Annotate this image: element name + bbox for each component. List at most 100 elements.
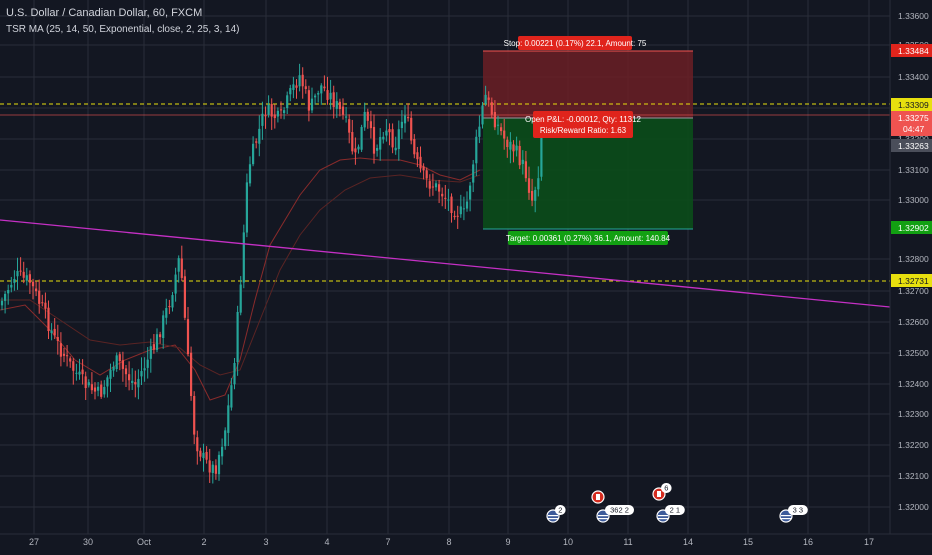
candle-body [171, 295, 174, 308]
pnl-label: Open P&L: -0.00012, Qty: 11312 [525, 115, 641, 124]
candle-body [242, 232, 245, 283]
candle-body [128, 374, 131, 381]
economic-events: 2 362 2 6 2 1 3 3 [546, 483, 808, 523]
price-tick-label: 1.33400 [898, 72, 929, 82]
candle-body [100, 384, 103, 397]
time-axis[interactable]: 27 30 Oct 2 3 4 7 8 9 10 11 14 15 16 17 [29, 537, 874, 547]
indicator-legend[interactable]: TSR MA (25, 14, 50, Exponential, close, … [6, 24, 240, 35]
price-tick-label: 1.32300 [898, 409, 929, 419]
time-tick-label: 14 [683, 537, 693, 547]
candle-body [72, 361, 75, 371]
candle-body [230, 385, 233, 408]
event-count-badge [555, 505, 566, 515]
candle-body [103, 386, 106, 395]
time-tick-label: 16 [803, 537, 813, 547]
candle-body [13, 278, 16, 283]
candle-body [289, 88, 292, 95]
time-tick-label: 11 [623, 537, 632, 547]
price-tick-label: 1.32700 [898, 286, 929, 296]
candle-body [357, 146, 360, 150]
candle-body [149, 346, 152, 359]
candle-body [174, 274, 177, 294]
price-tick-label: 1.33100 [898, 165, 929, 175]
candle-body [360, 127, 363, 150]
candle-body [314, 95, 317, 98]
candle-body [515, 145, 518, 151]
time-tick-label: 17 [864, 537, 874, 547]
candle-body [506, 139, 509, 148]
moving-average-lines [0, 157, 481, 401]
stop-loss-zone[interactable] [483, 51, 693, 118]
candle-body [518, 146, 521, 166]
upper-dashed-badge: 1.33309 [898, 100, 929, 110]
maple-leaf-icon [657, 491, 661, 497]
candle-body [193, 395, 196, 435]
candle-body [326, 90, 329, 100]
position-zones [483, 50, 693, 230]
candle-body [109, 369, 112, 379]
axes [0, 0, 932, 535]
candle-body [453, 215, 456, 218]
event-marker[interactable]: 362 2 [596, 505, 634, 523]
flag-stripe [548, 518, 558, 520]
position-labels: Stop: 0.00221 (0.17%) 22.1, Amount: 75 O… [504, 36, 671, 245]
candle-body [214, 465, 217, 474]
candle-body [304, 86, 307, 90]
candle-body [124, 368, 128, 375]
candle-body [224, 430, 227, 447]
candle-body [444, 197, 447, 199]
price-axis[interactable]: 1.336001.335001.334001.333001.332001.331… [898, 11, 929, 512]
candle-body [41, 302, 44, 304]
event-marker[interactable]: 3 3 [779, 505, 808, 523]
candle-body [134, 382, 137, 385]
candle-body [490, 102, 493, 115]
candle-body [50, 330, 53, 334]
candle-body [162, 315, 165, 338]
flag-stripe [658, 515, 668, 517]
time-tick-label: 4 [324, 537, 329, 547]
candle-body [255, 141, 258, 143]
candle-body [7, 290, 10, 294]
candle-body [441, 193, 444, 197]
candle-body [509, 141, 512, 150]
trendline[interactable] [0, 219, 891, 308]
candle-body [208, 460, 211, 473]
candle-body [56, 337, 59, 341]
candle-body [47, 307, 50, 332]
event-marker[interactable] [591, 490, 605, 504]
target-label-box[interactable] [508, 231, 668, 245]
candle-body [329, 92, 332, 100]
time-tick-label: 27 [29, 537, 39, 547]
event-count-badge [605, 505, 634, 515]
candle-body [537, 178, 540, 190]
event-marker[interactable]: 2 1 [656, 505, 685, 523]
price-tick-label: 1.32800 [898, 254, 929, 264]
ma-fast-line [0, 157, 481, 401]
event-count-badge [661, 483, 672, 493]
price-tick-label: 1.32200 [898, 440, 929, 450]
pnl-box[interactable] [533, 111, 633, 138]
event-marker[interactable]: 6 [652, 483, 672, 501]
candle-body [180, 258, 183, 278]
event-count-badge [665, 505, 685, 515]
candle-body [341, 106, 345, 115]
candle-body [487, 97, 490, 100]
candle-body [258, 128, 261, 144]
candle-body [115, 355, 118, 370]
candle-body [202, 452, 205, 459]
candle-body [97, 386, 100, 391]
candle-body [524, 161, 527, 179]
stop-label-box[interactable] [518, 36, 632, 50]
candle-body [376, 148, 379, 151]
candle-body [168, 306, 171, 308]
symbol-title[interactable]: U.S. Dollar / Canadian Dollar, 60, FXCM [6, 7, 203, 19]
candle-body [245, 182, 248, 233]
candle-body [267, 104, 270, 115]
candle-body [239, 284, 242, 313]
candle-body [366, 111, 369, 121]
candle-body [478, 126, 481, 137]
maple-leaf-icon [596, 494, 600, 500]
event-marker[interactable]: 2 [546, 505, 566, 523]
